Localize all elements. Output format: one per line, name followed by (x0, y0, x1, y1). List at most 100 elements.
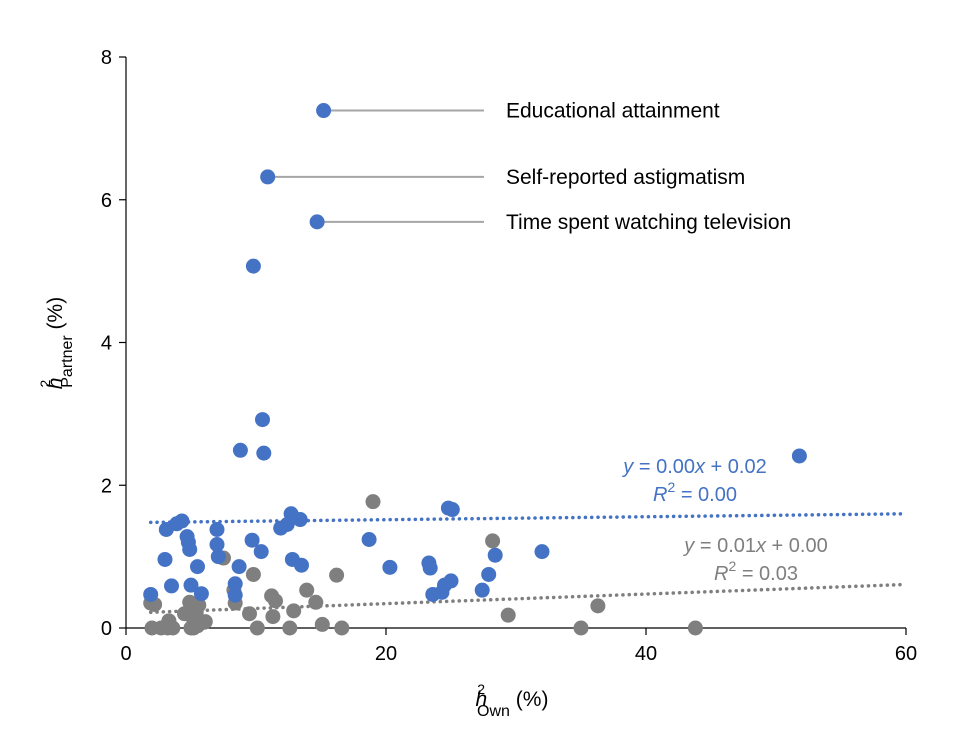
data-point-series-2 (308, 594, 324, 610)
data-point-series-2 (268, 593, 283, 609)
data-point-series-1 (157, 551, 173, 567)
data-point-series-1 (193, 586, 209, 602)
data-point-series-2 (191, 597, 207, 613)
y-axis-title-unit: (%) (44, 297, 67, 336)
data-point-series-2 (282, 620, 298, 636)
annotation-label: Self-reported astigmatism (506, 166, 745, 189)
data-point-series-2 (197, 614, 213, 630)
data-point-series-2 (590, 598, 606, 614)
data-point-series-1 (182, 541, 198, 557)
equation-x: x (694, 456, 706, 478)
data-point-series-1 (209, 522, 225, 538)
x-axis-title-base: h (476, 688, 488, 711)
data-point-series-1 (309, 214, 325, 230)
data-point-series-1 (474, 582, 490, 598)
data-point-series-1 (164, 578, 179, 594)
equation-y: y (682, 535, 695, 557)
data-point-series-2 (165, 620, 181, 636)
data-point-series-2 (299, 582, 315, 598)
y-axis-title-sup: 2 (37, 380, 53, 388)
data-point-series-1 (791, 448, 807, 464)
trend-line-series-2 (148, 582, 908, 615)
data-point-series-1 (209, 536, 225, 552)
annotation-lines (267, 109, 484, 223)
data-point-series-1 (382, 559, 398, 575)
data-point-series-1 (361, 531, 377, 547)
data-point-series-1 (253, 544, 269, 560)
r-squared-series-2: R2 = 0.03 (714, 558, 798, 585)
data-point-series-2 (500, 607, 516, 623)
equation-slope: = 0.01 (694, 535, 756, 557)
trend-line-series-1 (148, 512, 908, 525)
data-point-series-1 (227, 576, 243, 592)
data-point-series-1 (174, 513, 190, 529)
data-point-series-1 (232, 442, 248, 458)
data-point-series-1 (227, 587, 243, 603)
data-point-series-2 (314, 616, 330, 632)
data-point-series-1 (481, 566, 497, 582)
data-point-series-1 (210, 549, 226, 565)
data-point-series-2 (245, 566, 261, 582)
data-point-series-2 (249, 620, 265, 636)
axes: 0 20 40 60 0 2 4 6 8 (101, 47, 917, 665)
data-point-series-1 (534, 544, 550, 560)
equation-y: y (621, 456, 634, 478)
x-axis-title-sub: Own (477, 703, 510, 720)
data-point-series-1 (487, 547, 503, 563)
x-tick-label: 0 (120, 643, 131, 665)
data-point-series-1 (256, 445, 272, 461)
r-squared-value: = 0.00 (675, 484, 737, 506)
r-squared-sup: 2 (728, 558, 736, 574)
x-axis-title: h2 Own (%) (476, 681, 549, 720)
data-point-series-2 (365, 494, 381, 510)
y-axis-title-base: h (44, 378, 67, 390)
r-squared-series-1: R2 = 0.00 (653, 479, 737, 506)
data-point-series-1 (444, 502, 460, 518)
data-point-series-2 (485, 533, 501, 549)
data-point-series-1 (294, 557, 309, 573)
x-tick-label: 60 (895, 643, 917, 665)
data-point-series-2 (329, 567, 345, 583)
data-point-series-1 (231, 559, 247, 575)
data-point-series-1 (183, 577, 199, 593)
data-point-series-1 (422, 560, 438, 576)
y-tick-label: 2 (101, 475, 112, 497)
r-squared-base: R (714, 563, 728, 585)
x-axis-title-sup: 2 (477, 681, 485, 697)
data-point-series-2 (265, 609, 281, 625)
data-point-series-2 (687, 620, 703, 636)
data-point-series-1 (143, 586, 159, 602)
data-point-series-1 (190, 559, 205, 575)
text-labels: h2 Own (%)h2 Partner (%)Educational attain… (37, 100, 828, 720)
data-point-series-1 (245, 258, 261, 274)
y-axis-title-sub: Partner (59, 335, 76, 388)
y-tick-label: 8 (101, 47, 112, 69)
y-tick-label: 0 (101, 618, 112, 640)
data-point-series-2 (334, 620, 350, 636)
data-point-series-1 (443, 573, 459, 589)
annotation-label: Educational attainment (506, 100, 720, 123)
equation-intercept: + 0.00 (766, 535, 828, 557)
x-tick-label: 40 (635, 643, 657, 665)
annotation-label: Time spent watching television (506, 211, 791, 234)
trend-equation-series-1: y = 0.00x + 0.02 (621, 456, 766, 478)
data-point-series-2 (286, 603, 302, 619)
r-squared-sup: 2 (667, 479, 675, 495)
x-axis-title-unit: (%) (510, 688, 549, 711)
equation-slope: = 0.00 (633, 456, 695, 478)
equation-intercept: + 0.02 (705, 456, 767, 478)
data-point-series-1 (255, 412, 270, 428)
y-tick-label: 4 (101, 333, 112, 355)
data-point-series-1 (244, 532, 260, 548)
data-point-series-1 (316, 103, 332, 119)
data-point-series-1 (292, 512, 308, 528)
data-point-series-2 (573, 620, 589, 636)
x-tick-label: 20 (375, 643, 397, 665)
r-squared-value: = 0.03 (736, 563, 798, 585)
y-axis-title: h2 Partner (%) (37, 297, 76, 389)
trend-equation-series-2: y = 0.01x + 0.00 (682, 535, 827, 557)
y-tick-label: 6 (101, 190, 112, 212)
r-squared-base: R (653, 484, 667, 506)
data-points (143, 103, 807, 636)
